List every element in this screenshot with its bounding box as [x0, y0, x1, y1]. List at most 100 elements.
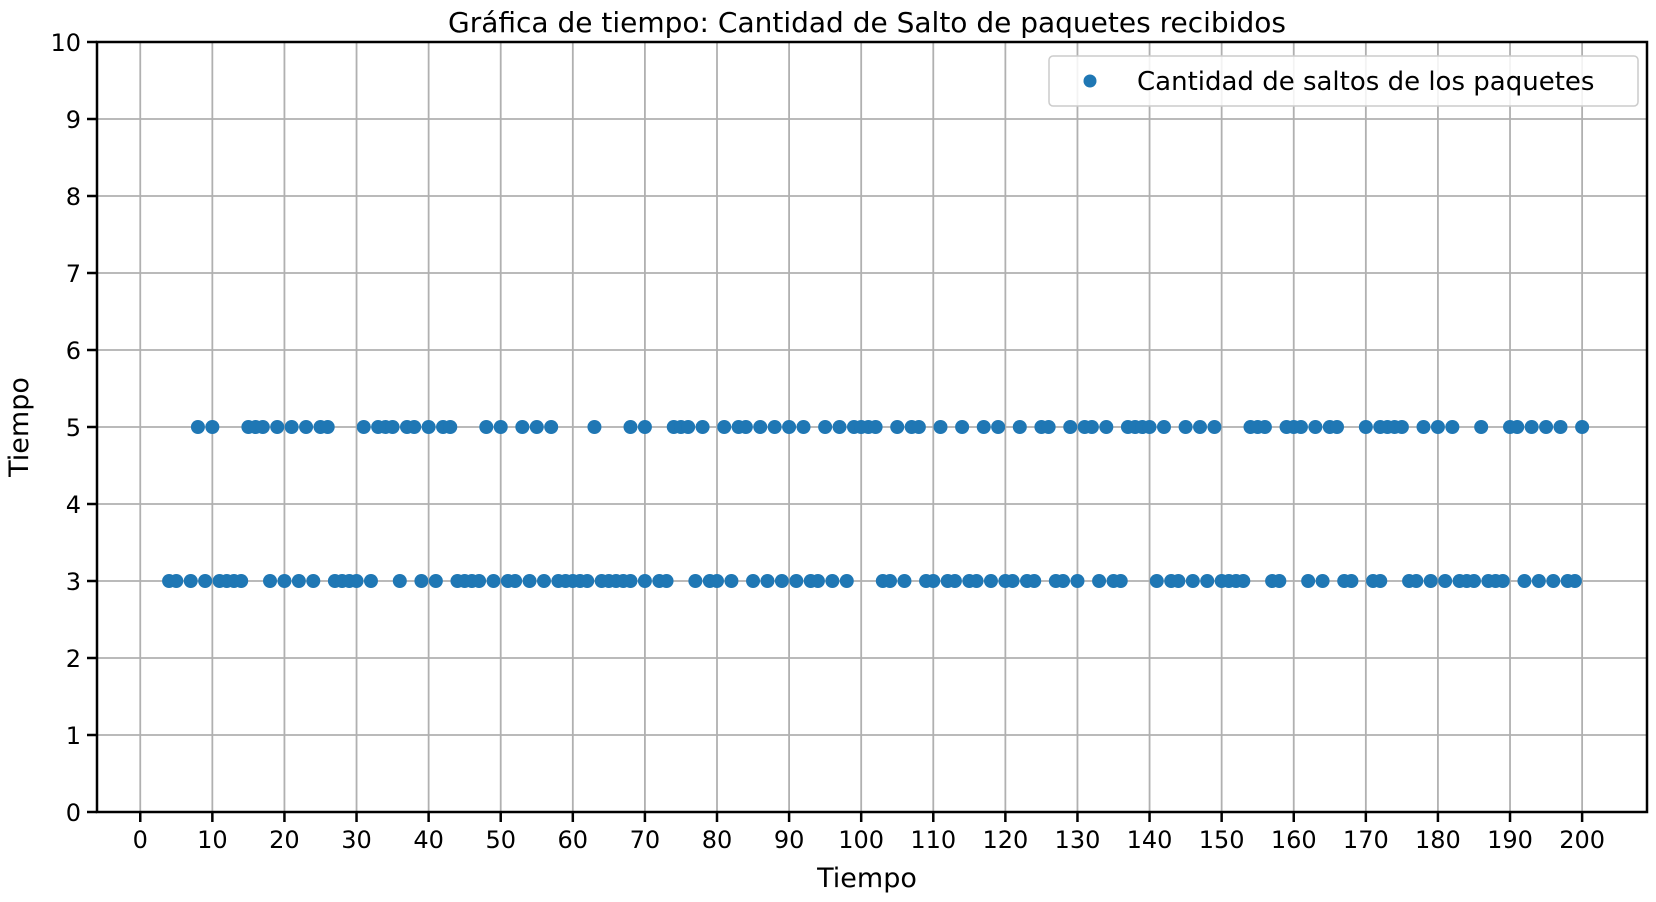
y-axis-label: Tiempo — [4, 377, 35, 478]
data-point — [1293, 420, 1308, 434]
data-point — [839, 574, 854, 588]
data-point — [623, 574, 638, 588]
x-tick-label: 70 — [630, 826, 661, 854]
data-point — [926, 574, 941, 588]
data-point — [1567, 574, 1582, 588]
x-tick-label: 200 — [1559, 826, 1605, 854]
data-point — [1113, 574, 1128, 588]
x-tick-label: 30 — [341, 826, 372, 854]
data-point — [508, 574, 523, 588]
data-point — [760, 574, 775, 588]
data-point — [1553, 420, 1568, 434]
x-tick-label: 160 — [1271, 826, 1317, 854]
data-point — [428, 574, 443, 588]
data-point — [933, 420, 948, 434]
data-point — [767, 420, 782, 434]
data-point — [270, 420, 285, 434]
data-point — [580, 574, 595, 588]
data-point — [774, 574, 789, 588]
data-point — [1149, 574, 1164, 588]
y-tick-label: 9 — [66, 106, 81, 134]
data-point — [623, 420, 638, 434]
data-point — [1575, 420, 1590, 434]
legend-label: Cantidad de saltos de los paquetes — [1137, 67, 1594, 97]
data-point — [299, 420, 314, 434]
x-tick-label: 90 — [774, 826, 805, 854]
data-point — [637, 574, 652, 588]
data-point — [1495, 574, 1510, 588]
data-point — [363, 574, 378, 588]
data-point — [1207, 420, 1222, 434]
data-point — [1041, 420, 1056, 434]
data-point — [659, 574, 674, 588]
data-point — [479, 420, 494, 434]
data-point — [1373, 574, 1388, 588]
data-point — [522, 574, 537, 588]
y-tick-label: 3 — [66, 568, 81, 596]
legend: Cantidad de saltos de los paquetes — [1048, 55, 1639, 107]
x-tick-label: 10 — [197, 826, 228, 854]
data-point — [746, 574, 761, 588]
data-point — [1510, 420, 1525, 434]
data-point — [1344, 574, 1359, 588]
data-point — [1474, 420, 1489, 434]
x-tick-label: 190 — [1487, 826, 1533, 854]
data-point — [536, 574, 551, 588]
data-point — [796, 420, 811, 434]
data-point — [414, 574, 429, 588]
data-point — [1257, 420, 1272, 434]
y-tick-label: 4 — [66, 491, 81, 519]
data-point — [1445, 420, 1460, 434]
data-point — [306, 574, 321, 588]
data-point — [529, 420, 544, 434]
y-axis-ticks: 0 1 2 3 4 5 6 7 8 9 10 — [50, 29, 97, 827]
data-point — [1005, 574, 1020, 588]
x-tick-label: 120 — [982, 826, 1028, 854]
data-point — [695, 420, 710, 434]
data-point — [515, 420, 530, 434]
data-point — [472, 574, 487, 588]
y-tick-label: 10 — [50, 29, 81, 57]
data-point — [832, 420, 847, 434]
y-tick-label: 8 — [66, 183, 81, 211]
data-point — [724, 574, 739, 588]
data-point — [825, 574, 840, 588]
data-point — [789, 574, 804, 588]
data-point — [255, 420, 270, 434]
data-point — [1308, 420, 1323, 434]
data-point — [1531, 574, 1546, 588]
data-point — [1142, 420, 1157, 434]
data-point — [1099, 420, 1114, 434]
x-tick-label: 140 — [1127, 826, 1173, 854]
data-point — [955, 420, 970, 434]
data-point — [1070, 574, 1085, 588]
data-point — [349, 574, 364, 588]
data-point — [897, 574, 912, 588]
x-tick-label: 100 — [838, 826, 884, 854]
data-point — [1156, 420, 1171, 434]
data-point — [637, 420, 652, 434]
data-point — [1012, 420, 1027, 434]
data-point — [291, 574, 306, 588]
data-point — [1063, 420, 1078, 434]
data-point — [681, 420, 696, 434]
data-point — [1430, 420, 1445, 434]
data-point — [198, 574, 213, 588]
data-point — [983, 574, 998, 588]
data-point — [1546, 574, 1561, 588]
y-tick-label: 7 — [66, 260, 81, 288]
data-point — [1236, 574, 1251, 588]
data-point — [890, 420, 905, 434]
data-point — [1193, 420, 1208, 434]
data-point — [1272, 574, 1287, 588]
data-point — [1084, 420, 1099, 434]
x-tick-label: 40 — [413, 826, 444, 854]
data-point — [717, 420, 732, 434]
data-point — [385, 420, 400, 434]
data-point — [969, 574, 984, 588]
data-point — [284, 420, 299, 434]
data-point — [1178, 420, 1193, 434]
x-tick-label: 60 — [558, 826, 589, 854]
data-point — [1330, 420, 1344, 434]
data-point — [421, 420, 436, 434]
